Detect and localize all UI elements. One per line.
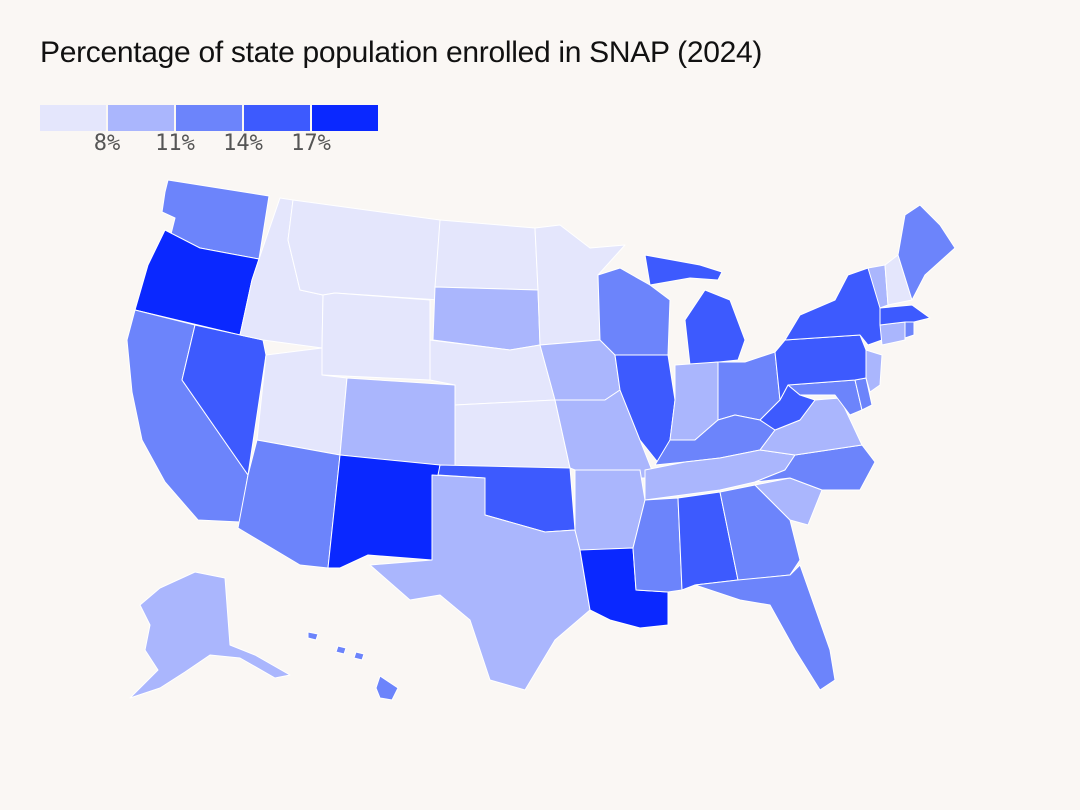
state-ME[interactable] — [897, 204, 956, 301]
state-AZ[interactable] — [237, 439, 341, 569]
chart-title: Percentage of state population enrolled … — [40, 36, 763, 69]
legend-swatch — [108, 105, 174, 131]
legend-swatch — [244, 105, 310, 131]
state-FL[interactable] — [694, 564, 836, 691]
state-WY[interactable] — [321, 292, 431, 381]
legend-tick-label: 8% — [93, 131, 121, 156]
legend-tick-label: 14% — [223, 131, 263, 156]
state-CT[interactable] — [879, 321, 906, 346]
color-legend: 8% 11% 14% 17% — [40, 105, 380, 165]
legend-swatch — [312, 105, 378, 131]
state-NC[interactable] — [754, 444, 876, 491]
legend-tick-label: 11% — [155, 131, 195, 156]
state-AK[interactable] — [129, 571, 291, 699]
state-MT[interactable] — [287, 199, 441, 301]
state-NJ[interactable] — [865, 349, 883, 393]
state-SD[interactable] — [432, 286, 541, 351]
state-RI[interactable] — [904, 319, 915, 339]
legend-swatch — [40, 105, 106, 131]
state-NY[interactable] — [784, 267, 883, 346]
state-MI[interactable] — [644, 254, 746, 366]
state-MA[interactable] — [879, 304, 931, 326]
state-CO[interactable] — [339, 377, 456, 469]
state-HI[interactable] — [307, 631, 399, 701]
state-ND[interactable] — [434, 219, 539, 291]
state-TX[interactable] — [369, 474, 591, 691]
state-AR[interactable] — [574, 469, 646, 551]
state-NM[interactable] — [327, 454, 441, 569]
legend-tick-label: 17% — [291, 131, 331, 156]
state-KS[interactable] — [454, 399, 571, 469]
legend-swatch — [176, 105, 242, 131]
state-WI[interactable] — [597, 267, 671, 356]
